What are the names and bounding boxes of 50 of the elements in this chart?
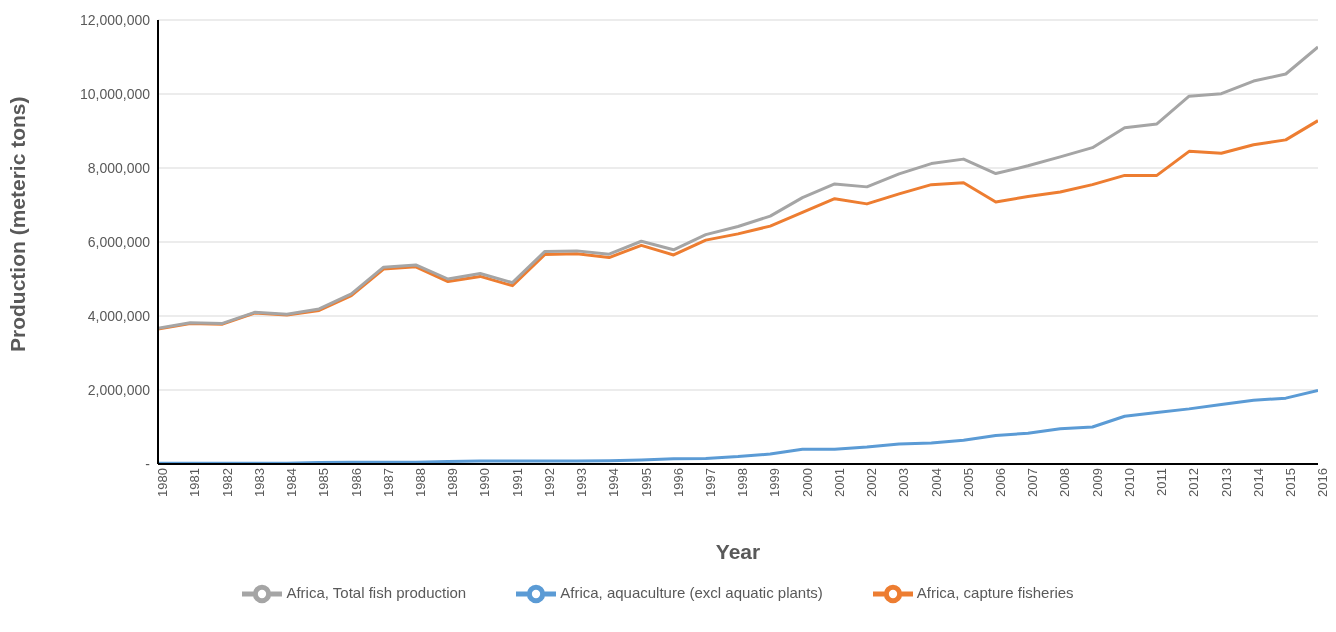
x-tick-label: 1991: [509, 468, 525, 497]
x-tick-label: 1983: [251, 468, 267, 497]
x-tick-label: 1982: [219, 468, 235, 497]
y-tick-label: 6,000,000: [87, 233, 151, 250]
x-tick-label: 1998: [735, 468, 751, 497]
x-tick-label: 1984: [284, 468, 300, 497]
x-tick-label: 2001: [831, 468, 847, 497]
x-tick-label: 1988: [413, 468, 429, 497]
y-tick-label: 4,000,000: [87, 307, 151, 324]
legend-label: Africa, capture fisheries: [916, 583, 1074, 601]
x-tick-label: 2011: [1154, 468, 1170, 496]
x-tick-label: 2010: [1121, 468, 1137, 497]
x-tick-label: 1999: [767, 468, 783, 497]
y-axis-title: Production (meteric tons): [6, 96, 30, 352]
x-tick-label: 2002: [864, 468, 880, 497]
legend-label: Africa, aquaculture (excl aquatic plants): [560, 583, 823, 601]
x-tick-label: 1995: [638, 468, 654, 497]
x-tick-label: 1990: [477, 468, 493, 497]
x-tick-label: 1986: [348, 468, 364, 497]
x-tick-label: 2008: [1057, 468, 1073, 497]
y-tick-label: 12,000,000: [79, 11, 151, 28]
y-tick-label: 10,000,000: [79, 85, 151, 102]
x-tick-label: 1997: [703, 468, 719, 497]
x-tick-label: 2012: [1186, 468, 1202, 497]
line-series: [158, 45, 1318, 330]
x-tick-label: 2009: [1089, 468, 1105, 497]
x-tick-label: 1992: [541, 468, 557, 497]
x-tick-label: 1993: [574, 468, 590, 497]
x-tick-label: 2006: [993, 468, 1009, 497]
x-tick-label: 1981: [187, 468, 203, 497]
x-tick-label: 1980: [155, 468, 171, 497]
x-tick-label: 2005: [960, 468, 976, 497]
y-tick-label: -: [145, 455, 151, 472]
x-tick-label: 2004: [928, 468, 944, 497]
x-tick-label: 2015: [1283, 468, 1299, 497]
x-tick-label: 1987: [380, 468, 396, 497]
x-tick-label: 2003: [896, 468, 912, 497]
x-tick-label: 2007: [1025, 468, 1041, 497]
x-tick-label: 1989: [445, 468, 461, 497]
x-axis-title: Year: [715, 540, 761, 563]
y-tick-label: 8,000,000: [87, 159, 151, 176]
x-tick-label: 2000: [799, 468, 815, 497]
legend-label: Africa, Total fish production: [286, 583, 467, 601]
x-tick-label: 2013: [1218, 468, 1234, 497]
x-tick-label: 2016: [1315, 468, 1331, 497]
x-tick-label: 1996: [670, 468, 686, 497]
y-tick-label: 2,000,000: [87, 381, 151, 398]
x-tick-label: 2014: [1250, 468, 1266, 497]
x-tick-label: 1985: [316, 468, 332, 497]
x-tick-label: 1994: [606, 468, 622, 497]
